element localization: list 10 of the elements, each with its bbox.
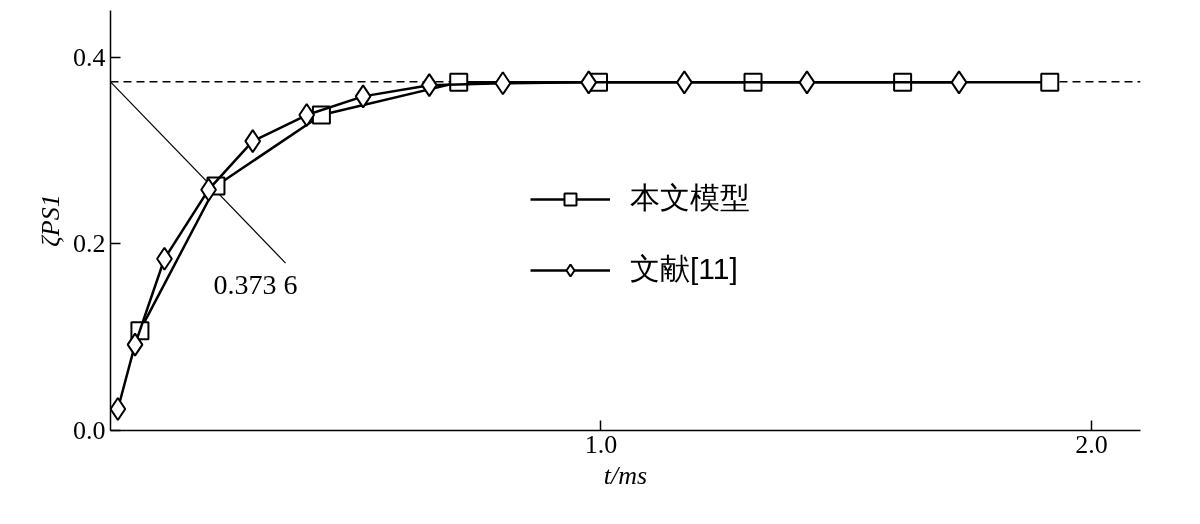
y-tick-label: 0.0 — [73, 416, 106, 445]
x-tick-label: 1.0 — [584, 429, 618, 459]
y-axis-title: ζPS1 — [36, 194, 65, 247]
y-tick-label: 0.4 — [73, 42, 106, 72]
x-tick-label: 2.0 — [1075, 429, 1108, 459]
x-axis-title: t/ms — [603, 460, 648, 490]
legend-label: 本文模型 — [630, 180, 750, 216]
legend-label: 文献[11] — [630, 251, 738, 287]
annotation: 0.373 6 — [213, 269, 298, 301]
y-tick-label: 0.2 — [73, 229, 106, 259]
